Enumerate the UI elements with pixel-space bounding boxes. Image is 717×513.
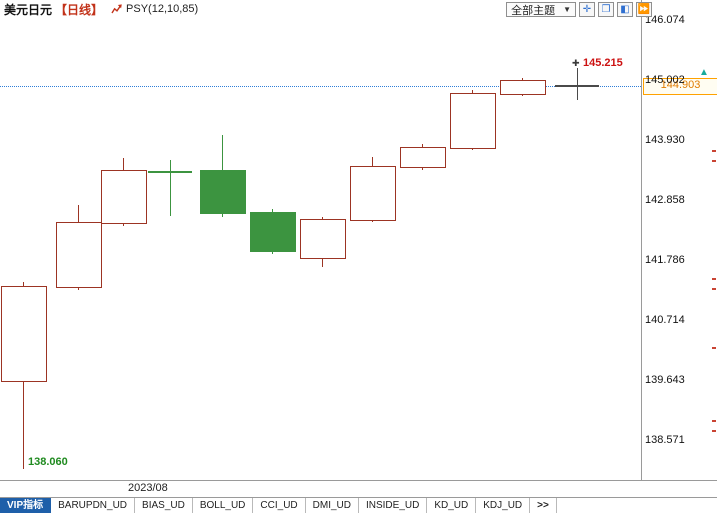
indicator-tab[interactable]: KDJ_UD [476, 498, 531, 513]
pan-icon[interactable]: ✛ [579, 2, 595, 17]
current-price-line [0, 85, 641, 87]
indicator-tabbar: VIP指标 BARUPDN_UD BIAS_UD BOLL_UD CCI_UD DMI_U… [0, 497, 717, 513]
indicator-tab[interactable]: CCI_UD [253, 498, 306, 513]
indicator-tab[interactable]: INSIDE_UD [358, 498, 428, 513]
high-marker-icon: ✚ [572, 58, 580, 69]
candle-body [350, 166, 396, 221]
axis-edge-tick [712, 347, 716, 349]
price-axis-label: 138.571 [645, 434, 685, 446]
price-axis-separator [641, 0, 642, 480]
current-price-badge: 144.903 [643, 77, 717, 95]
chart-header: 美元日元 【日线】 PSY(12,10,85) [4, 1, 198, 17]
candle-wick [576, 68, 578, 101]
price-axis-label: 141.786 [645, 254, 685, 266]
latest-price-arrow-icon[interactable]: ▲ [699, 66, 709, 78]
time-axis-line [0, 480, 717, 481]
indicator-tab[interactable]: VIP指标 [0, 498, 52, 513]
candle-body [400, 147, 446, 169]
indicator-tab[interactable]: BIAS_UD [135, 498, 193, 513]
axis-edge-tick [712, 430, 716, 432]
indicator-trend-icon [111, 4, 122, 14]
high-price-label: 145.215 [583, 57, 623, 70]
chevron-down-icon: ▼ [563, 5, 571, 14]
indicator-tab[interactable]: KD_UD [427, 498, 477, 513]
theme-dropdown-label: 全部主题 [511, 4, 556, 17]
candle-body [56, 221, 102, 289]
axis-edge-tick [712, 150, 716, 152]
page-forward-icon[interactable]: ⏩ [636, 2, 652, 17]
candle-wick [169, 160, 171, 217]
axis-edge-tick [712, 420, 716, 422]
candle-body [200, 170, 246, 215]
new-window-icon[interactable]: ❐ [598, 2, 614, 17]
toolbar: 全部主题 ▼ ✛ ❐ ◧ ⏩ [506, 2, 652, 17]
candle-body [500, 80, 546, 95]
axis-edge-tick [712, 160, 716, 162]
split-view-icon[interactable]: ◧ [617, 2, 633, 17]
indicator-tab[interactable]: BARUPDN_UD [51, 498, 136, 513]
price-axis-label: 140.714 [645, 314, 685, 326]
time-axis-label: 2023/08 [128, 482, 168, 494]
tabs-more-button[interactable]: >> [530, 498, 557, 513]
price-axis-label: 142.858 [645, 194, 685, 206]
indicator-tab[interactable]: BOLL_UD [192, 498, 254, 513]
period-label[interactable]: 【日线】 [55, 2, 104, 17]
theme-dropdown[interactable]: 全部主题 ▼ [506, 2, 576, 17]
candle-body [300, 218, 346, 259]
price-axis-label: 145.002 [645, 74, 685, 86]
axis-edge-tick [712, 288, 716, 290]
toolbar-icon-buttons: ✛ ❐ ◧ ⏩ [579, 2, 652, 17]
price-axis-label: 146.074 [645, 14, 685, 26]
candle-body [101, 170, 147, 224]
candle-body [250, 212, 296, 253]
price-axis-label: 143.930 [645, 134, 685, 146]
indicator-label[interactable]: PSY(12,10,85) [126, 3, 199, 15]
axis-edge-tick [712, 278, 716, 280]
candle-doji-line [555, 84, 599, 87]
candle-doji-line [148, 170, 192, 173]
candle-body [1, 286, 47, 382]
price-axis-label: 139.643 [645, 374, 685, 386]
low-price-label: 138.060 [28, 455, 68, 468]
candle-body [450, 92, 496, 150]
indicator-tab[interactable]: DMI_UD [305, 498, 359, 513]
symbol-name: 美元日元 [4, 2, 53, 17]
